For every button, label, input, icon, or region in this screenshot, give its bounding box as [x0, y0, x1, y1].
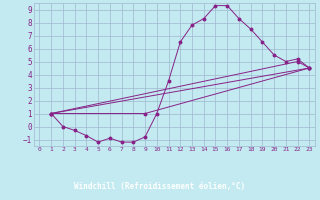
Text: Windchill (Refroidissement éolien,°C): Windchill (Refroidissement éolien,°C)	[75, 182, 245, 192]
